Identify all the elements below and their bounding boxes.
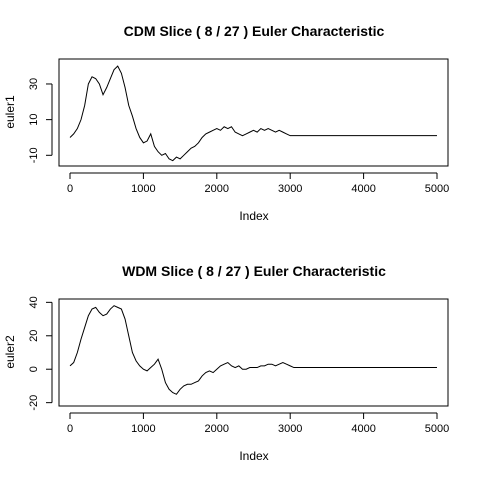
cdm-y-tick-label: 30	[28, 78, 40, 90]
wdm-y-axis-label: euler2	[3, 335, 17, 369]
wdm-series-line	[69, 305, 437, 395]
cdm-x-axis: 0 1000 2000 3000 4000 5000	[67, 172, 449, 195]
wdm-y-tick-label: 20	[28, 330, 40, 342]
cdm-plot-frame	[58, 58, 449, 167]
wdm-x-tick-label: 2000	[205, 423, 229, 435]
wdm-plot-frame	[58, 298, 449, 407]
cdm-y-tick-label: -10	[28, 147, 40, 163]
wdm-x-tick-label: 0	[67, 423, 73, 435]
cdm-x-tick-label: 4000	[351, 183, 375, 195]
wdm-y-tick-label: 0	[28, 366, 40, 372]
wdm-y-axis: -20 0 20 40	[28, 296, 53, 411]
cdm-x-tick-label: 2000	[205, 183, 229, 195]
cdm-panel: CDM Slice ( 8 / 27 ) Euler Characteristi…	[3, 23, 449, 223]
cdm-y-axis-label: euler1	[3, 95, 17, 129]
wdm-panel: WDM Slice ( 8 / 27 ) Euler Characteristi…	[3, 263, 449, 463]
cdm-y-tick-label: 10	[28, 114, 40, 126]
wdm-y-tick-label: -20	[28, 395, 40, 411]
wdm-x-axis: 0 1000 2000 3000 4000 5000	[67, 412, 449, 435]
wdm-x-tick-label: 4000	[351, 423, 375, 435]
wdm-chart-title: WDM Slice ( 8 / 27 ) Euler Characteristi…	[122, 263, 386, 279]
cdm-y-axis: -10 10 30	[28, 78, 53, 163]
cdm-x-axis-label: Index	[239, 209, 268, 223]
cdm-chart-title: CDM Slice ( 8 / 27 ) Euler Characteristi…	[124, 23, 385, 39]
cdm-x-tick-label: 3000	[278, 183, 302, 195]
cdm-x-tick-label: 1000	[131, 183, 155, 195]
wdm-x-tick-label: 1000	[131, 423, 155, 435]
wdm-x-axis-label: Index	[239, 449, 268, 463]
cdm-x-tick-label: 0	[67, 183, 73, 195]
cdm-series-line	[69, 65, 437, 162]
cdm-x-tick-label: 5000	[425, 183, 449, 195]
wdm-x-tick-label: 3000	[278, 423, 302, 435]
wdm-x-tick-label: 5000	[425, 423, 449, 435]
wdm-y-tick-label: 40	[28, 296, 40, 308]
